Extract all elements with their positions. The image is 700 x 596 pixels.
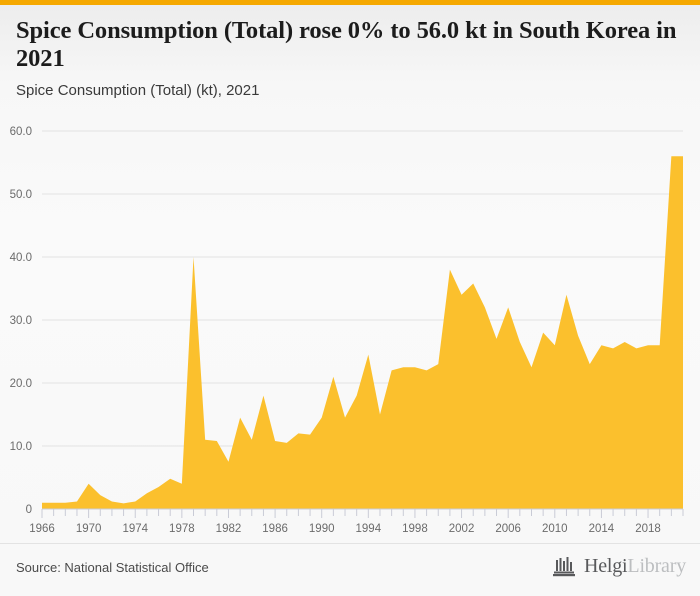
y-tick-label: 0 (26, 504, 32, 516)
series-area-spice-consumption (42, 156, 683, 509)
y-tick-label: 20.0 (10, 378, 32, 390)
x-tick-label: 1974 (122, 523, 148, 535)
x-tick-label: 2006 (495, 523, 521, 535)
chart-plot-area: 0 10.0 20.0 30.0 40.0 50.0 60.0 1966 1970 1974 19… (0, 115, 700, 545)
x-tick-label: 1978 (169, 523, 195, 535)
x-axis-labels: 1966 1970 1974 1978 1982 1986 1990 1994 1998 2002… (29, 523, 661, 535)
x-tick-label: 2010 (542, 523, 568, 535)
x-tick-label: 1998 (402, 523, 428, 535)
logo-wordmark: HelgiLibrary (584, 555, 686, 578)
y-tick-label: 40.0 (10, 252, 32, 264)
x-tick-label: 1982 (216, 523, 242, 535)
x-tick-label: 1986 (262, 523, 288, 535)
x-tick-label: 2002 (449, 523, 475, 535)
source-label: Source: National Statistical Office (16, 560, 209, 575)
x-tick-label: 1990 (309, 523, 335, 535)
helgi-library-logo[interactable]: HelgiLibrary (552, 555, 686, 578)
logo-text-helgi: Helgi (583, 555, 628, 577)
logo-text-library: Library (627, 555, 686, 577)
y-tick-label: 60.0 (10, 126, 32, 138)
x-tick-label: 1970 (76, 523, 102, 535)
y-tick-label: 30.0 (10, 315, 32, 327)
x-tick-label: 1966 (29, 523, 55, 535)
x-tick-label: 1994 (356, 523, 382, 535)
x-tick-label: 2014 (589, 523, 615, 535)
page-title: Spice Consumption (Total) rose 0% to 56.… (16, 17, 677, 72)
y-axis-labels: 0 10.0 20.0 30.0 40.0 50.0 60.0 (10, 126, 32, 516)
x-axis-tickmarks (41, 509, 684, 518)
chart-subtitle: Spice Consumption (Total) (kt), 2021 (16, 82, 260, 99)
area-chart-svg: 010.020.030.040.050.060.0 1966 1970 1974 19… (10, 126, 684, 535)
chart-header: Spice Consumption (Total) rose 0% to 56.… (0, 5, 700, 99)
chart-footer: Source: National Statistical Office Helg… (0, 543, 700, 596)
library-building-icon (552, 556, 575, 576)
top-accent-bar (0, 0, 700, 5)
y-tick-label: 50.0 (10, 189, 32, 201)
x-tick-label: 2018 (635, 523, 661, 535)
y-tick-label: 10.0 (10, 441, 32, 453)
